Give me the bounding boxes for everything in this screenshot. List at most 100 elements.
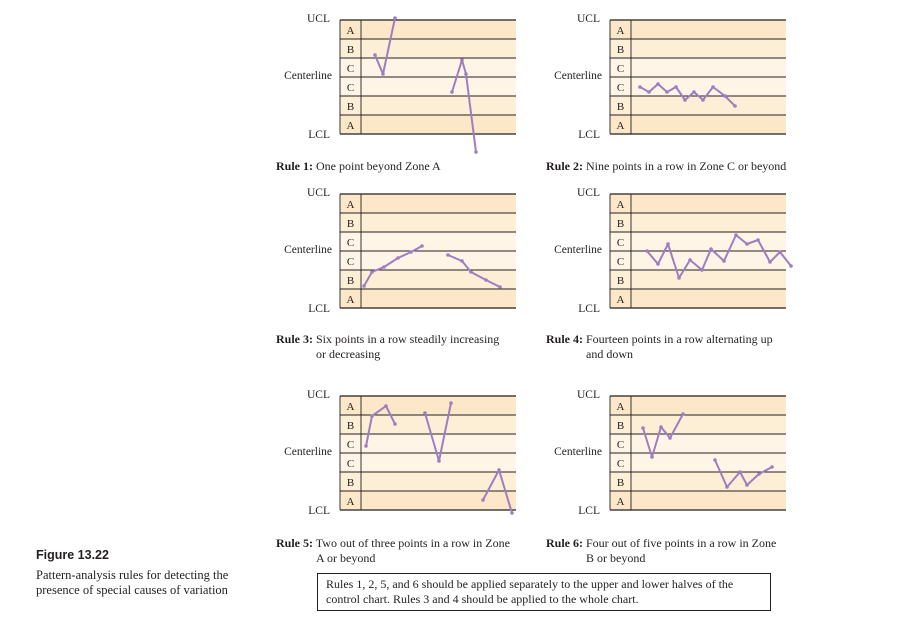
zone-band [340,251,516,270]
rule-text: Fourteen points in a row alternating up [586,332,773,346]
zone-band [340,115,516,134]
rule-number: Rule 2: [546,159,583,173]
data-point [464,72,468,76]
data-point [384,404,388,408]
data-point [638,85,642,89]
data-point [677,276,681,280]
zone-label: C [617,82,624,94]
data-point [757,472,761,476]
zone-band [610,289,786,308]
zone-label: C [347,82,354,94]
zone-label: A [347,294,355,306]
zone-band [340,20,516,39]
zone-label: B [347,44,354,56]
zone-band [610,251,786,270]
zone-label: B [347,477,354,489]
data-point [692,90,696,94]
rule-text: One point beyond Zone A [316,159,441,173]
data-point [396,256,400,260]
rules-note: Rules 1, 2, 5, and 6 should be applied s… [317,573,771,611]
data-point [647,90,651,94]
ucl-label: UCL [577,187,600,199]
ucl-label: UCL [307,187,330,199]
data-point [700,268,704,272]
zone-label: A [347,199,355,211]
zone-label: C [617,458,624,470]
data-point [709,247,713,251]
data-point [659,425,663,429]
zone-band [610,77,786,96]
rule-text: Two out of three points in a row in Zone [315,536,510,550]
centerline-label: Centerline [284,70,332,82]
zone-label: C [617,237,624,249]
data-point [420,244,424,248]
zone-label: B [347,218,354,230]
zone-band [340,39,516,58]
centerline-label: Centerline [554,70,602,82]
zone-band [340,472,516,491]
rule-text-continued: and down [586,347,633,361]
data-point [510,511,514,515]
rule-text: Nine points in a row in Zone C or beyond [586,159,787,173]
rule-text-continued: or decreasing [316,347,381,361]
data-point [681,412,685,416]
zone-band [610,434,786,453]
data-point [481,498,485,502]
data-point [683,98,687,102]
data-point [713,458,717,462]
rule-caption: Rule 4: Fourteen points in a row alterna… [546,332,773,362]
centerline-label: Centerline [554,446,602,458]
control-chart-panel: A B C C B A UCL Centerline LCL [276,389,516,540]
data-point [450,90,454,94]
zone-band [610,194,786,213]
zone-band [340,194,516,213]
zone-band [340,289,516,308]
pattern-line [714,459,773,488]
data-point [738,470,742,474]
data-point [460,58,464,62]
zone-label: A [617,496,625,508]
lcl-label: LCL [578,505,600,517]
figure-title: Figure 13.22 [36,548,109,562]
data-point [734,233,738,237]
rule-caption: Rule 3: Six points in a row steadily inc… [276,332,499,362]
data-point [449,401,453,405]
data-point [733,104,737,108]
zone-band [340,453,516,472]
data-point [370,414,374,418]
rule-text: Six points in a row steadily increasing [316,332,500,346]
zone-label: A [347,120,355,132]
pattern-line [646,234,792,279]
zone-label: A [617,401,625,413]
rule-caption: Rule 6: Four out of five points in a row… [546,536,776,566]
zone-band [340,396,516,415]
ucl-label: UCL [307,389,330,401]
rule-text: Four out of five points in a row in Zone [586,536,777,550]
zone-band [340,232,516,251]
control-chart-panel: A B C C B A UCL Centerline LCL [546,13,786,164]
data-point [484,278,488,282]
data-point [770,465,774,469]
data-point [437,459,441,463]
zone-label: A [347,25,355,37]
rule-number: Rule 5: [276,536,313,550]
zone-label: B [617,477,624,489]
data-point [362,284,366,288]
data-point [674,85,678,89]
zone-band [340,270,516,289]
data-point [665,90,669,94]
zone-band [610,115,786,134]
zone-label: C [347,439,354,451]
data-point [768,260,772,264]
rule-caption: Rule 1: One point beyond Zone A [276,159,441,174]
rule-text-continued: A or beyond [316,551,376,565]
rule-number: Rule 6: [546,536,583,550]
data-point [645,249,649,253]
zone-band [610,491,786,510]
centerline-label: Centerline [554,244,602,256]
data-point [393,16,397,20]
zone-label: C [617,63,624,75]
